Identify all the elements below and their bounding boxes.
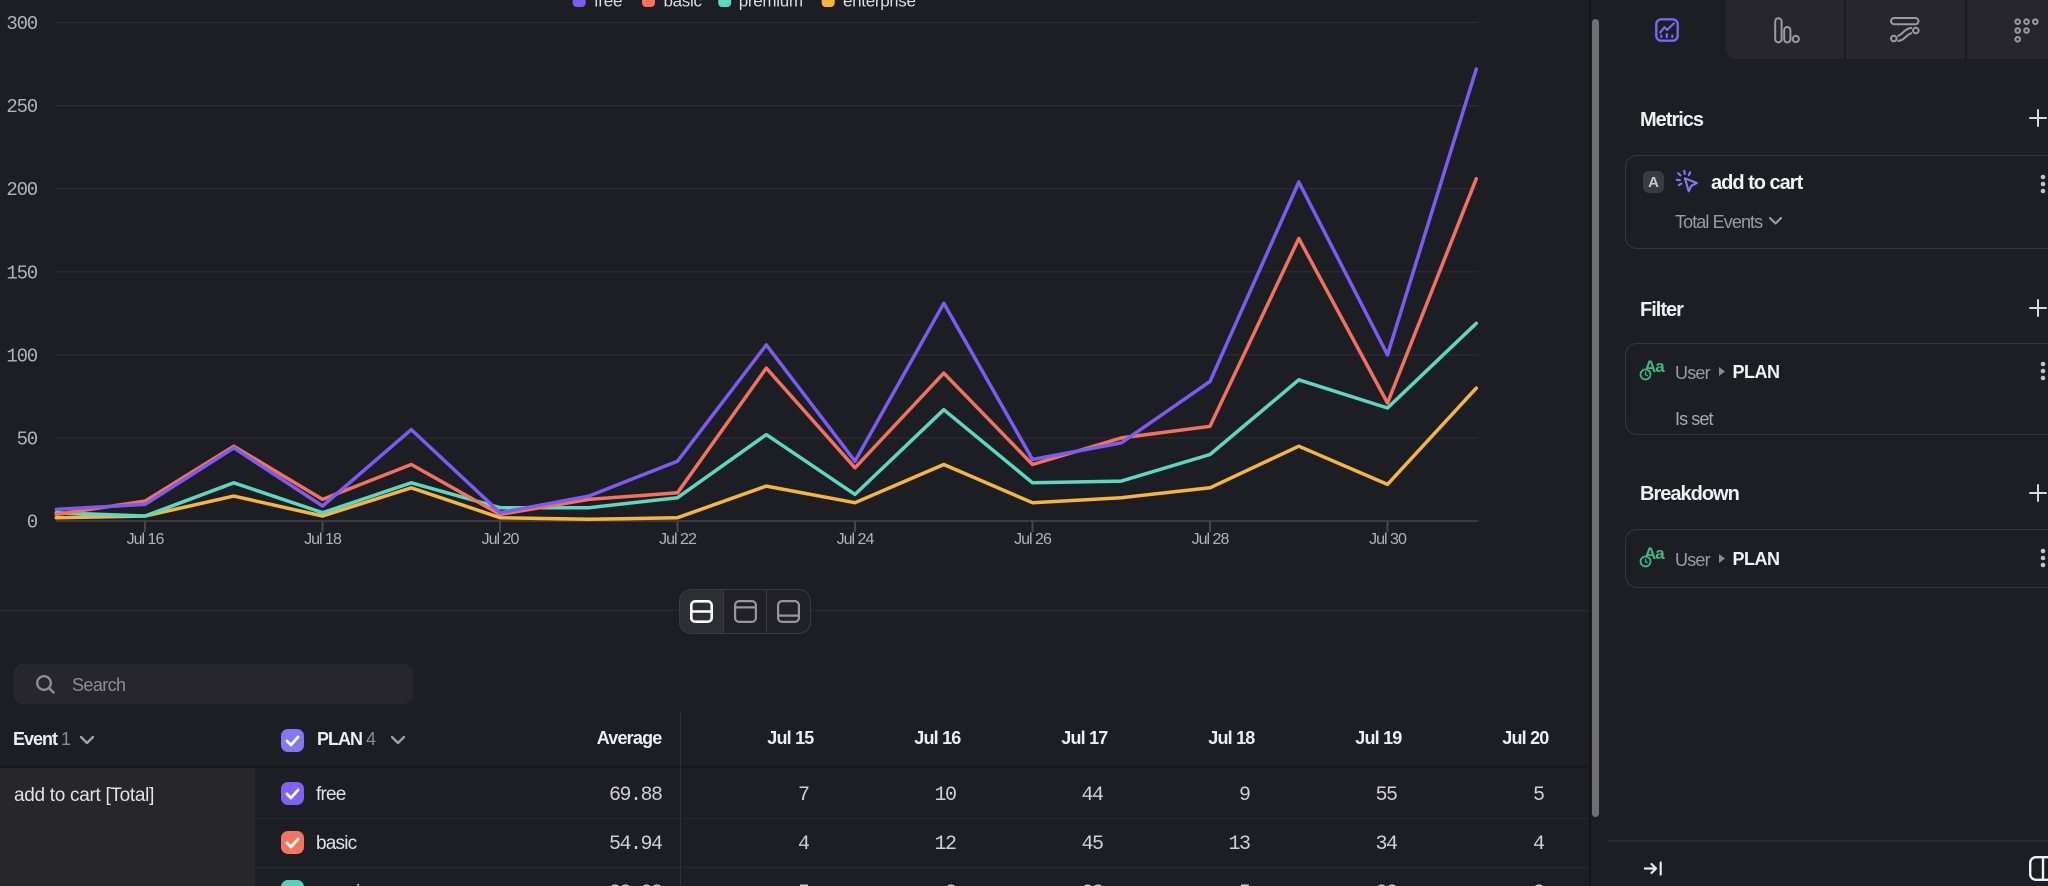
svg-text:0: 0: [27, 512, 38, 534]
svg-text:100: 100: [6, 345, 37, 367]
svg-text:free: free: [594, 0, 622, 11]
svg-text:300: 300: [6, 13, 37, 35]
svg-text:premium: premium: [739, 0, 803, 11]
svg-text:basic: basic: [664, 0, 703, 11]
svg-text:enterprise: enterprise: [843, 0, 916, 11]
svg-text:Jul 22: Jul 22: [659, 531, 697, 548]
svg-text:Jul 28: Jul 28: [1192, 531, 1230, 548]
svg-text:Jul 18: Jul 18: [304, 531, 342, 548]
svg-text:Jul 20: Jul 20: [482, 531, 520, 548]
svg-text:Jul 24: Jul 24: [837, 531, 875, 548]
svg-text:Jul 16: Jul 16: [127, 531, 165, 548]
svg-text:150: 150: [6, 262, 37, 284]
svg-text:50: 50: [17, 429, 38, 451]
svg-text:Jul 30: Jul 30: [1369, 531, 1407, 548]
svg-text:250: 250: [6, 96, 37, 118]
svg-text:200: 200: [6, 179, 37, 201]
svg-text:Jul 26: Jul 26: [1014, 531, 1052, 548]
